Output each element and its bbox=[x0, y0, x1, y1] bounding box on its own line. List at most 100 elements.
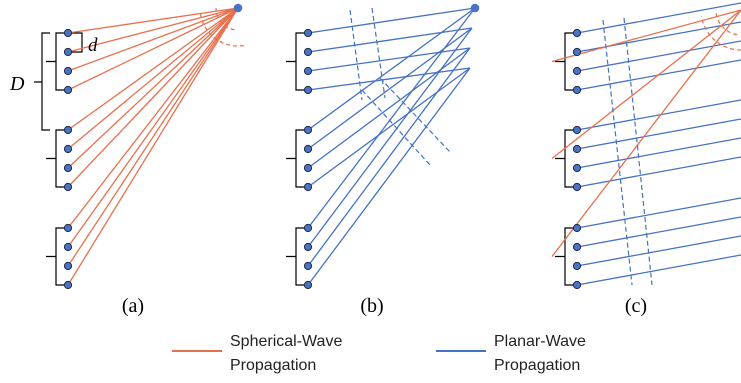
planar-ray bbox=[307, 47, 471, 267]
spherical-ray bbox=[67, 7, 239, 53]
spherical-ray bbox=[67, 7, 239, 91]
spherical-ray bbox=[67, 7, 239, 34]
antenna-element bbox=[303, 242, 313, 252]
spherical-ray bbox=[67, 7, 239, 248]
antenna-element bbox=[572, 125, 582, 135]
antenna-element bbox=[63, 163, 73, 173]
legend-spherical-line2: Propagation bbox=[230, 357, 316, 374]
planar-wavefront bbox=[371, 7, 386, 99]
planar-wavefront bbox=[361, 89, 431, 166]
spherical-ray bbox=[67, 7, 239, 188]
wavefront-arc bbox=[199, 13, 245, 47]
legend-planar-line1: Planar-Wave bbox=[494, 333, 586, 350]
planar-ray bbox=[307, 67, 471, 91]
antenna-element bbox=[303, 182, 313, 192]
planar-wavefront bbox=[623, 17, 653, 286]
antenna-element bbox=[63, 144, 73, 154]
subarray-bracket bbox=[46, 227, 65, 286]
antenna-element bbox=[303, 66, 313, 76]
antenna-element bbox=[572, 182, 582, 192]
antenna-element bbox=[572, 261, 582, 271]
antenna-element bbox=[572, 66, 582, 76]
subarray-bracket bbox=[286, 32, 305, 91]
planar-ray bbox=[307, 47, 471, 169]
antenna-element bbox=[63, 47, 73, 57]
antenna-element bbox=[303, 223, 313, 233]
antenna-element bbox=[63, 280, 73, 290]
panel-b-planar bbox=[286, 3, 480, 290]
planar-wavefront bbox=[379, 77, 451, 153]
antenna-element bbox=[63, 125, 73, 135]
antenna-element bbox=[572, 223, 582, 233]
planar-ray bbox=[307, 27, 473, 248]
wavefront-arc bbox=[215, 7, 235, 31]
antenna-element bbox=[572, 28, 582, 38]
antenna-element bbox=[303, 280, 313, 290]
subarray-bracket bbox=[286, 129, 305, 188]
wavefront-arc bbox=[715, 9, 738, 36]
planar-wavefront bbox=[349, 9, 363, 101]
legend-planar-line2: Propagation bbox=[494, 357, 580, 374]
planar-ray bbox=[307, 27, 473, 150]
planar-ray bbox=[307, 47, 471, 72]
spherical-ray bbox=[67, 7, 239, 131]
antenna-element bbox=[303, 85, 313, 95]
spherical-ray bbox=[67, 7, 239, 267]
subarray-bracket bbox=[555, 32, 574, 91]
d-bracket bbox=[72, 32, 83, 53]
planar-wavefront bbox=[602, 19, 633, 286]
planar-ray bbox=[576, 40, 741, 72]
spherical-ray bbox=[551, 9, 741, 257]
planar-ray bbox=[307, 67, 471, 286]
antenna-element bbox=[303, 125, 313, 135]
antenna-element bbox=[303, 28, 313, 38]
planar-ray bbox=[576, 2, 741, 34]
antenna-element bbox=[303, 163, 313, 173]
antenna-element bbox=[63, 28, 73, 38]
antenna-element bbox=[572, 242, 582, 252]
subarray-bracket bbox=[46, 32, 65, 91]
subarray-bracket bbox=[46, 129, 65, 188]
wavefront-arc bbox=[700, 16, 741, 51]
spherical-ray bbox=[67, 7, 239, 286]
antenna-element bbox=[63, 182, 73, 192]
antenna-element bbox=[572, 85, 582, 95]
antenna-element bbox=[303, 144, 313, 154]
antenna-element bbox=[572, 163, 582, 173]
spherical-ray bbox=[67, 7, 239, 150]
antenna-element bbox=[572, 47, 582, 57]
planar-ray bbox=[307, 27, 473, 53]
spherical-ray bbox=[67, 7, 239, 169]
planar-ray bbox=[307, 67, 471, 188]
caption-a: (a) bbox=[122, 295, 144, 317]
panel-c-mixed bbox=[551, 2, 741, 290]
planar-ray bbox=[576, 197, 741, 229]
antenna-element bbox=[63, 223, 73, 233]
antenna-element bbox=[303, 261, 313, 271]
planar-ray bbox=[576, 118, 741, 150]
planar-ray bbox=[576, 137, 741, 169]
legend-spherical-line1: Spherical-Wave bbox=[230, 333, 342, 350]
antenna-element bbox=[63, 66, 73, 76]
source-node bbox=[470, 3, 480, 13]
planar-ray bbox=[307, 7, 476, 34]
antenna-element bbox=[572, 280, 582, 290]
antenna-element bbox=[63, 242, 73, 252]
planar-ray bbox=[307, 7, 476, 229]
planar-ray bbox=[576, 254, 741, 286]
antenna-element bbox=[63, 85, 73, 95]
planar-ray bbox=[576, 216, 741, 248]
spherical-ray bbox=[67, 7, 239, 229]
subarray-bracket bbox=[555, 129, 574, 188]
source-node bbox=[233, 3, 243, 13]
antenna-element bbox=[572, 144, 582, 154]
D-bracket bbox=[34, 32, 50, 131]
spherical-ray bbox=[67, 7, 239, 72]
planar-ray bbox=[576, 99, 741, 131]
planar-ray bbox=[576, 156, 741, 188]
subarray-bracket bbox=[286, 227, 305, 286]
label-D: D bbox=[9, 73, 25, 95]
spherical-ray bbox=[551, 9, 741, 63]
caption-b: (b) bbox=[360, 295, 383, 317]
